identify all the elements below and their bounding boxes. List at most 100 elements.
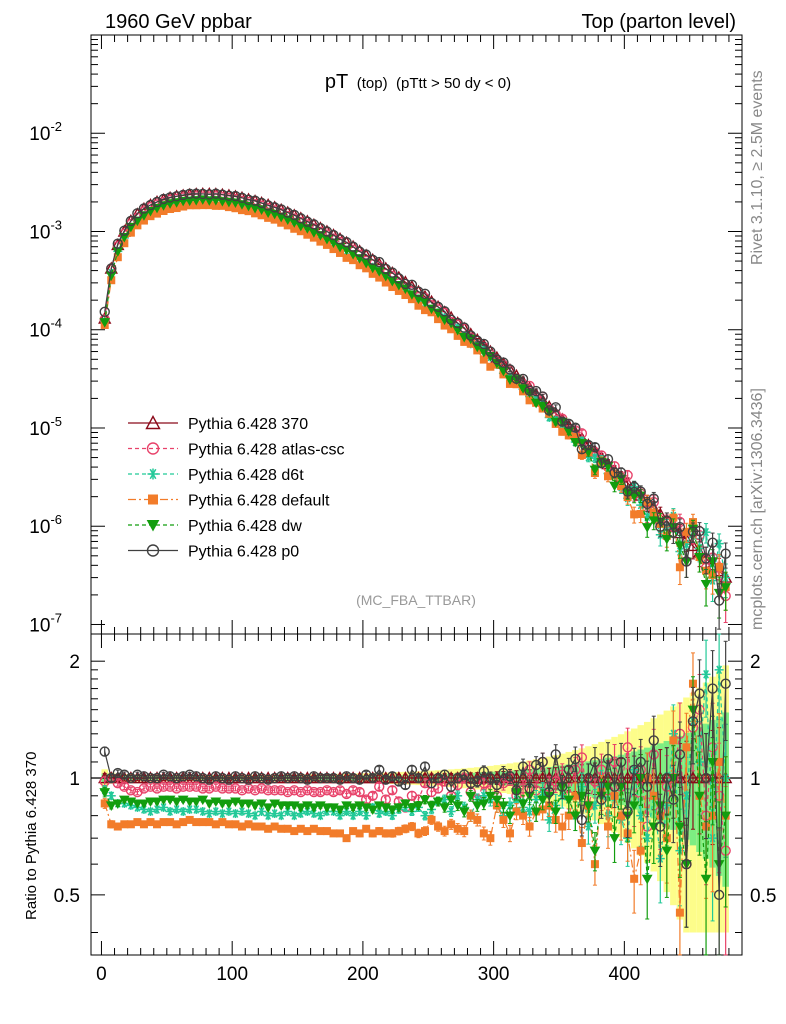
main-point	[419, 288, 431, 299]
ratio-point	[498, 767, 509, 779]
ratio-point	[563, 764, 574, 776]
main-point	[682, 527, 691, 536]
ratio-xtick-label: 300	[478, 964, 510, 985]
ratio-point	[99, 746, 110, 757]
ratio-point	[537, 795, 549, 806]
legend-label: Pythia 6.428 d6t	[188, 467, 304, 484]
ratio-point	[218, 818, 227, 827]
main-point	[635, 486, 646, 497]
ratio-point	[275, 801, 287, 811]
main-point	[530, 385, 542, 397]
main-point	[198, 201, 207, 210]
ratio-point	[190, 797, 202, 808]
ratio-point	[276, 785, 287, 796]
ratio-point	[694, 791, 705, 802]
ratio-point	[641, 874, 653, 885]
main-point	[661, 515, 673, 526]
ratio-point	[388, 829, 397, 838]
ratio-point	[151, 797, 163, 808]
ratio-point	[120, 820, 129, 829]
main-ytick-label: 10-2	[29, 119, 62, 145]
ratio-point	[458, 807, 470, 818]
ratio-point	[276, 771, 287, 782]
legend-marker	[146, 442, 160, 455]
ratio-point	[264, 824, 273, 833]
ratio-point	[191, 781, 202, 792]
ratio-point	[491, 795, 503, 806]
main-point	[388, 283, 397, 292]
ratio-point	[636, 846, 645, 855]
main-point	[315, 223, 326, 234]
main-point	[211, 201, 220, 210]
ratio-point	[465, 791, 477, 802]
ratio-point	[336, 829, 345, 838]
main-plot-panel: 10-7 10-6 10-5 10-4 10-3 10-2	[29, 34, 743, 636]
ratio-point	[309, 809, 319, 819]
legend-label: Pythia 6.428 dw	[188, 518, 302, 535]
ratio-point	[191, 804, 201, 814]
main-point	[164, 192, 176, 203]
ratio-point	[367, 805, 379, 815]
main-point	[153, 209, 162, 218]
ratio-point	[276, 811, 286, 821]
main-point	[283, 221, 292, 230]
main-series-5	[99, 188, 731, 630]
main-point	[485, 346, 496, 357]
ratio-point	[100, 799, 109, 808]
main-point	[236, 192, 248, 204]
ratio-point	[171, 772, 182, 784]
main-point	[694, 525, 705, 537]
ratio-point	[113, 822, 122, 831]
ratio-point	[630, 874, 639, 883]
ratio-point	[432, 797, 444, 808]
main-point	[570, 422, 581, 433]
main-point	[99, 318, 111, 328]
main-point	[630, 510, 639, 519]
main-series-0	[98, 187, 733, 599]
ratio-point	[426, 777, 437, 789]
ratio-point	[543, 786, 555, 798]
ratio-point	[615, 756, 627, 768]
ratio-point	[262, 785, 274, 796]
ratio-point	[713, 889, 725, 901]
main-point	[334, 234, 346, 245]
ratio-point	[132, 799, 143, 809]
ratio-point	[125, 772, 137, 784]
ratio-point	[289, 785, 300, 796]
main-point	[231, 204, 240, 213]
ratio-point	[517, 761, 529, 772]
ratio-point	[478, 799, 490, 809]
ratio-series-line	[104, 683, 727, 895]
legend: Pythia 6.428 370 Pythia 6.428 atlas-csc Py…	[128, 415, 345, 561]
main-point	[270, 215, 279, 224]
main-point	[472, 335, 483, 346]
main-point	[400, 278, 411, 290]
ratio-point	[309, 824, 318, 833]
ratio-point	[374, 764, 385, 776]
ratio-point	[400, 779, 411, 791]
main-point	[112, 238, 123, 249]
main-point	[375, 273, 384, 282]
ratio-xtick-label: 200	[347, 964, 379, 985]
main-point	[550, 402, 561, 413]
main-plot-title: pT (top) (pTtt > 50 dy < 0)	[325, 71, 511, 93]
main-point	[347, 241, 359, 252]
main-point	[290, 224, 299, 233]
ratio-point	[159, 818, 168, 827]
main-point	[158, 193, 169, 205]
main-point	[277, 218, 286, 227]
ratio-point	[622, 806, 633, 817]
ratio-point	[420, 811, 430, 821]
main-point	[99, 306, 110, 318]
ratio-point	[452, 772, 463, 784]
ratio-point	[295, 803, 307, 813]
ratio-point	[386, 805, 398, 815]
main-point	[420, 306, 429, 315]
ratio-ytick-label-right: 0.5	[750, 886, 776, 907]
main-point	[642, 498, 653, 510]
legend-item-0: Pythia 6.428 370	[128, 415, 308, 433]
ratio-point	[550, 749, 561, 760]
ratio-point	[524, 783, 535, 794]
ratio-point	[230, 783, 241, 794]
ratio-point	[289, 771, 300, 782]
